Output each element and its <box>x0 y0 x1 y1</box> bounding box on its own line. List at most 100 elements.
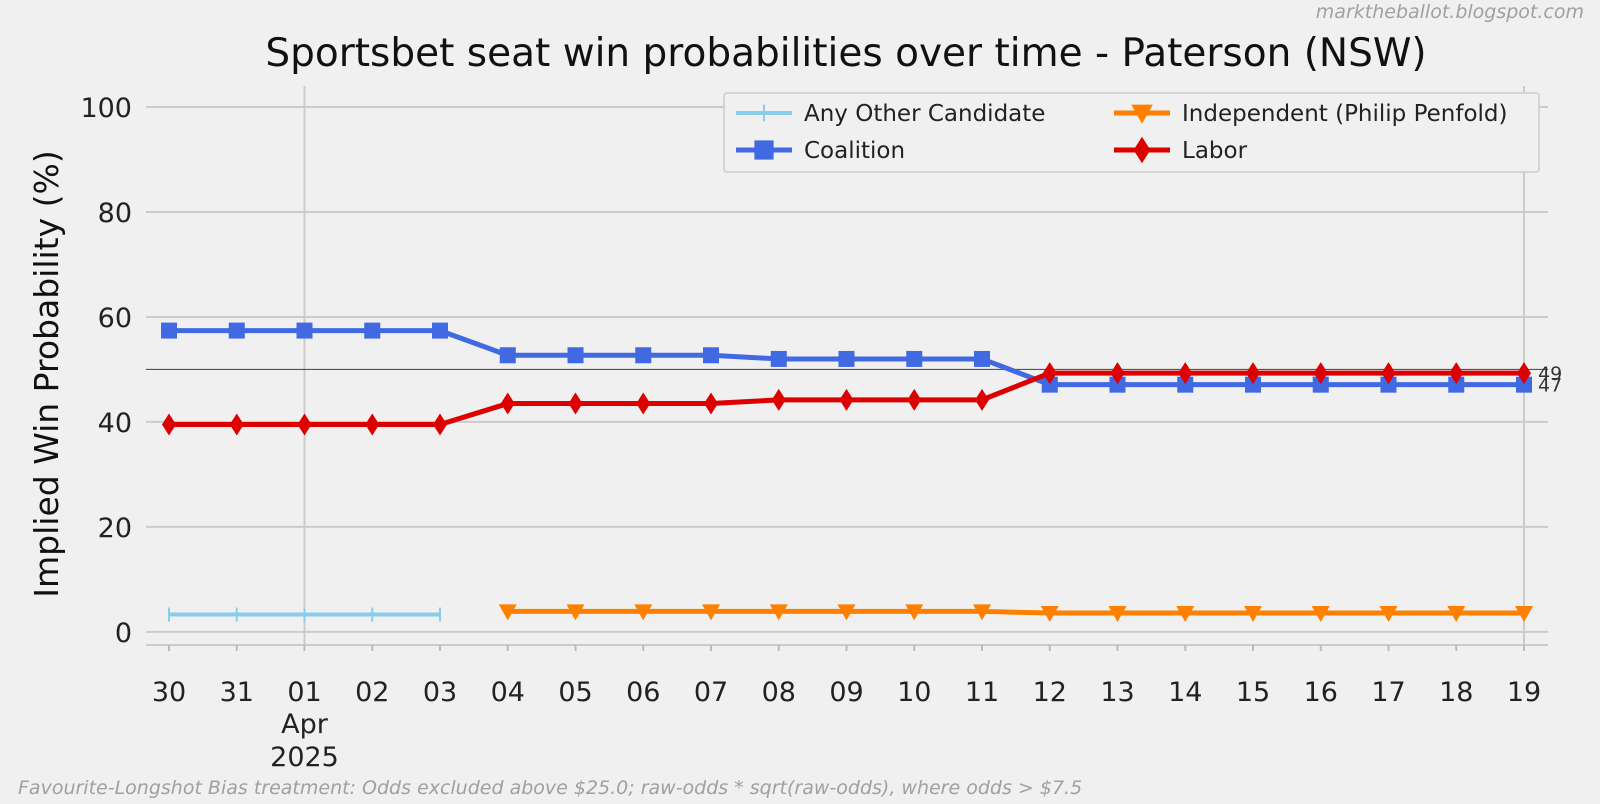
end-value-label: 49 <box>1538 363 1562 385</box>
x-year-label: 2025 <box>270 742 339 773</box>
data-point <box>1246 362 1260 385</box>
data-point <box>297 413 312 436</box>
data-point <box>1109 376 1126 393</box>
footnote: Favourite-Longshot Bias treatment: Odds … <box>18 777 1082 799</box>
data-point <box>498 604 517 621</box>
data-point <box>837 604 856 621</box>
data-point <box>906 350 923 367</box>
x-tick-label: 07 <box>694 677 728 708</box>
data-point <box>229 413 244 436</box>
x-tick-label: 31 <box>220 677 254 708</box>
legend-label: Labor <box>1182 138 1248 164</box>
data-point <box>499 347 516 364</box>
data-point <box>296 322 313 339</box>
x-tick-label: 15 <box>1236 677 1270 708</box>
end-value-label: 47 <box>1538 375 1562 397</box>
data-point <box>1448 376 1465 393</box>
legend-label: Any Other Candidate <box>804 101 1045 127</box>
data-point <box>432 322 448 339</box>
data-point <box>770 350 787 367</box>
x-tick-label: 19 <box>1507 677 1541 708</box>
data-point <box>567 347 584 364</box>
x-tick-label: 14 <box>1168 677 1202 708</box>
series-labor <box>162 362 1531 436</box>
data-point <box>1311 605 1330 622</box>
data-point <box>500 392 515 415</box>
x-tick-label: 01 <box>287 677 321 708</box>
data-point <box>1312 376 1329 393</box>
x-tick-label: 02 <box>355 677 389 708</box>
legend-item: Coalition <box>736 138 905 164</box>
data-point <box>1177 376 1194 393</box>
x-tick-label: 30 <box>152 677 186 708</box>
x-tick-label: 04 <box>491 677 525 708</box>
x-tick-label: 09 <box>829 677 863 708</box>
data-point <box>838 350 855 367</box>
x-tick-label: 13 <box>1100 677 1134 708</box>
legend-marker <box>1133 136 1151 164</box>
data-point <box>702 604 720 621</box>
x-tick-label: 05 <box>558 677 592 708</box>
x-tick-label: 03 <box>423 677 457 708</box>
data-point <box>364 322 381 339</box>
y-tick-label: 60 <box>98 303 132 334</box>
x-tick-label: 06 <box>626 677 660 708</box>
data-point <box>771 388 786 411</box>
data-point <box>566 604 585 621</box>
series-any-other-candidate <box>168 607 441 622</box>
series-layer <box>161 322 1533 622</box>
legend-item: Any Other Candidate <box>736 101 1045 127</box>
y-axis-label: Implied Win Probability (%) <box>27 150 66 597</box>
legend-item: Independent (Philip Penfold) <box>1114 101 1508 127</box>
data-point <box>1313 362 1328 385</box>
data-point <box>1516 376 1532 393</box>
data-point <box>1381 362 1396 385</box>
data-point <box>1449 362 1464 385</box>
data-point <box>907 388 922 411</box>
data-point <box>365 413 380 436</box>
data-point <box>704 392 718 415</box>
legend-box <box>723 92 1540 173</box>
legend-marker <box>754 140 774 160</box>
data-point <box>703 347 719 364</box>
x-tick-label: 08 <box>762 677 796 708</box>
x-month-label: Apr <box>281 709 329 740</box>
series-coalition <box>161 322 1532 393</box>
data-point <box>1517 362 1531 385</box>
data-point <box>433 413 447 436</box>
data-point <box>1244 605 1262 622</box>
chart-title: Sportsbet seat win probabilities over ti… <box>265 31 1426 76</box>
data-point <box>1447 605 1466 622</box>
data-point <box>634 604 653 621</box>
data-point <box>973 604 991 621</box>
x-tick-label: 10 <box>897 677 931 708</box>
y-tick-label: 0 <box>115 618 132 649</box>
legend-label: Independent (Philip Penfold) <box>1182 101 1508 127</box>
legend: Any Other Candidate Coalition Independent … <box>723 92 1540 173</box>
y-tick-label: 40 <box>98 408 132 439</box>
data-point <box>1379 605 1398 622</box>
data-point <box>839 388 854 411</box>
data-point <box>975 388 989 411</box>
data-point <box>162 413 176 436</box>
data-point <box>905 604 924 621</box>
legend-item: Labor <box>1114 136 1248 164</box>
y-tick-label: 20 <box>98 513 132 544</box>
legend-label: Coalition <box>804 138 905 164</box>
data-point <box>1178 362 1193 385</box>
data-point <box>1245 376 1261 393</box>
data-point <box>228 322 245 339</box>
x-tick-label: 16 <box>1304 677 1338 708</box>
x-tick-label: 11 <box>965 677 999 708</box>
watermark: marktheballot.blogspot.com <box>1316 1 1584 23</box>
x-tick-label: 17 <box>1371 677 1405 708</box>
data-point <box>1041 376 1058 393</box>
data-point <box>1042 362 1057 385</box>
legend-marker <box>1131 104 1153 124</box>
x-tick-label: 12 <box>1033 677 1067 708</box>
data-point <box>769 604 788 621</box>
